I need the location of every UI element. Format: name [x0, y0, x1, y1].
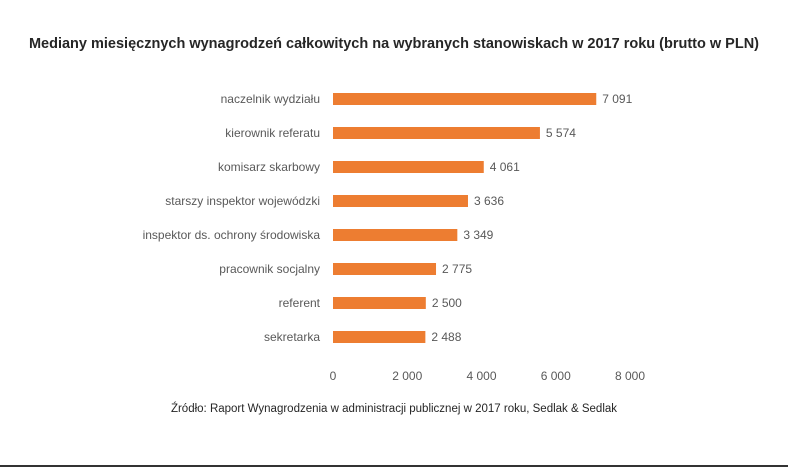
bar: [333, 331, 426, 343]
bars-layer: [333, 93, 597, 343]
category-label: naczelnik wydziału: [221, 92, 320, 106]
category-label: referent: [279, 296, 321, 310]
bar: [333, 229, 458, 241]
value-label: 2 488: [431, 330, 461, 344]
value-labels: 7 091 5 574 4 061 3 636 3 349 2 775 2 500 2 488: [431, 92, 632, 344]
source-note: Źródło: Raport Wynagrodzenia w administr…: [170, 403, 618, 415]
bottom-divider: [0, 465, 788, 467]
value-label: 4 061: [490, 160, 520, 174]
x-tick-label: 6 000: [541, 369, 571, 383]
value-label: 3 636: [474, 194, 504, 208]
x-axis-ticks: 0 2 000 4 000 6 000 8 000: [330, 369, 646, 383]
category-label: starszy inspektor wojewódzki: [165, 194, 320, 208]
x-tick-label: 0: [330, 369, 337, 383]
value-label: 7 091: [602, 92, 632, 106]
category-label: sekretarka: [264, 330, 320, 344]
bar: [333, 127, 540, 139]
bar: [333, 195, 468, 207]
bar: [333, 263, 437, 275]
category-label: pracownik socjalny: [219, 262, 320, 276]
category-label: kierownik referatu: [225, 126, 320, 140]
category-label: inspektor ds. ochrony środowiska: [143, 228, 321, 242]
value-label: 3 349: [463, 228, 493, 242]
value-label: 2 500: [432, 296, 462, 310]
value-label: 5 574: [546, 126, 576, 140]
x-tick-label: 4 000: [466, 369, 496, 383]
bar: [333, 93, 597, 105]
category-label: komisarz skarbowy: [218, 160, 320, 174]
x-tick-label: 8 000: [615, 369, 645, 383]
value-label: 2 775: [442, 262, 472, 276]
bar: [333, 161, 484, 173]
bar: [333, 297, 426, 309]
x-tick-label: 2 000: [392, 369, 422, 383]
chart-title: Mediany miesięcznych wynagrodzeń całkowi…: [28, 36, 760, 52]
category-labels: naczelnik wydziału kierownik referatu komi…: [143, 92, 321, 344]
